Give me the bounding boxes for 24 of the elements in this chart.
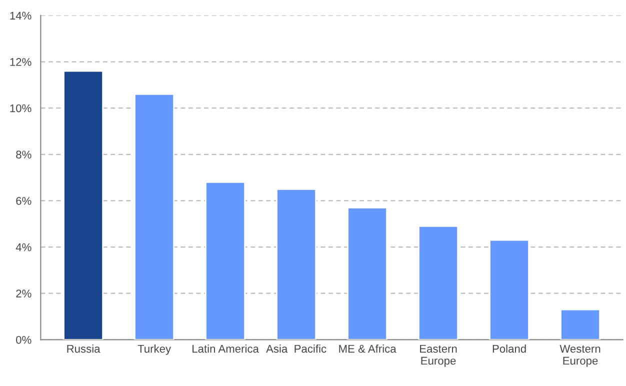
x-tick-label: Turkey — [138, 344, 172, 355]
x-tick-label: Poland — [492, 344, 526, 353]
bar — [276, 188, 316, 340]
bar — [347, 206, 388, 340]
y-tick-label: 10% — [10, 104, 32, 112]
y-tick-label: 14% — [10, 12, 32, 20]
x-tick-label: ME & Africa — [339, 344, 396, 353]
y-tick-label: 12% — [10, 58, 32, 66]
y-tick-label: 8% — [16, 150, 32, 159]
y-tick-label: 2% — [16, 290, 32, 298]
x-tick-label: Asia Pacific — [266, 344, 326, 353]
bar — [560, 308, 600, 340]
y-tick-label: 4% — [16, 243, 32, 252]
x-tick-label: Western Europe — [560, 344, 600, 367]
x-tick-label: Russia — [67, 344, 100, 353]
y-tick-label: 6% — [16, 196, 32, 205]
x-tick-label: Eastern Europe — [420, 344, 457, 367]
x-tick-label: Latin America — [192, 344, 259, 353]
bar — [489, 239, 530, 340]
bar — [205, 181, 246, 340]
bar — [418, 226, 458, 340]
bar — [134, 93, 175, 340]
bar — [63, 70, 104, 340]
y-tick-label: 0% — [16, 336, 32, 344]
